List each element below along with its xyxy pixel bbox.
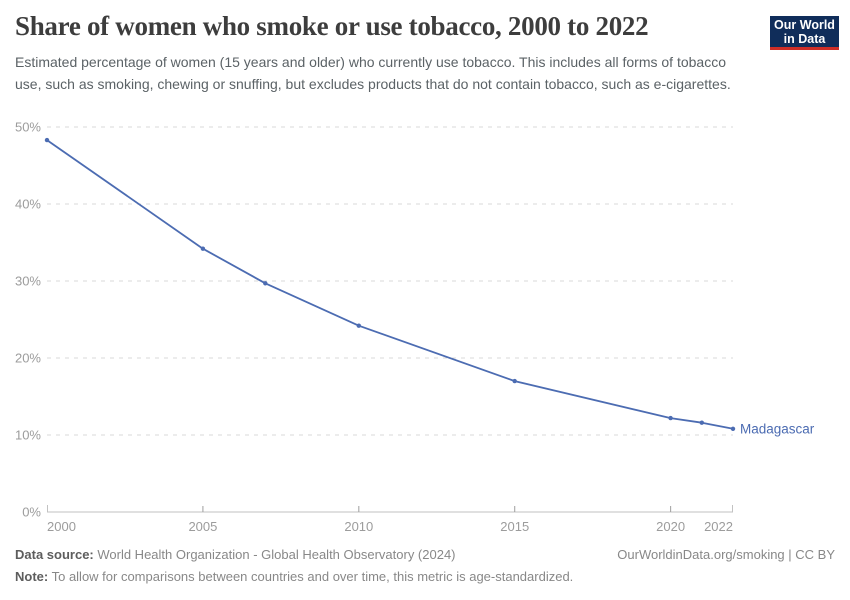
line-chart: 0% 10% 20% 30% 40% 50% 2000 2005 2010 2015 2020 202… bbox=[15, 120, 815, 535]
data-point bbox=[200, 246, 206, 251]
page-title: Share of women who smoke or use tobacco,… bbox=[15, 11, 649, 41]
data-point bbox=[263, 281, 268, 286]
chart-footer: Data source: World Health Organization -… bbox=[15, 547, 835, 585]
data-point bbox=[512, 378, 517, 384]
data-point bbox=[730, 426, 736, 431]
data-point bbox=[699, 420, 704, 425]
chart-subtitle: Estimated percentage of women (15 years … bbox=[15, 54, 731, 92]
series-line-madagascar bbox=[46, 139, 734, 430]
data-source-text: Data source: World Health Organization -… bbox=[15, 547, 456, 563]
x-axis-label: 2000 bbox=[47, 519, 76, 534]
footer-note: Note: To allow for comparisons between c… bbox=[15, 569, 835, 585]
x-axis-label: 2005 bbox=[188, 519, 217, 534]
y-axis-label: 50% bbox=[15, 120, 41, 135]
owid-logo-line1: Our World bbox=[774, 18, 835, 32]
x-axis-label: 2010 bbox=[344, 519, 373, 534]
owid-logo: Our World in Data bbox=[770, 16, 839, 50]
y-axis-label: 10% bbox=[15, 428, 41, 443]
note-label: Note: bbox=[15, 569, 49, 584]
y-axis-label: 30% bbox=[15, 274, 41, 289]
series-end-label: Madagascar bbox=[740, 421, 815, 436]
data-point bbox=[356, 323, 361, 328]
note-value: To allow for comparisons between countri… bbox=[48, 569, 574, 584]
y-axis-label: 20% bbox=[15, 351, 41, 366]
y-axis-label: 40% bbox=[15, 197, 41, 212]
data-source-label: Data source: bbox=[15, 547, 94, 562]
x-axis-label: 2022 bbox=[704, 519, 733, 534]
x-axis-label: 2015 bbox=[500, 519, 529, 534]
owid-url-text: OurWorldinData.org/smoking | CC BY bbox=[617, 547, 835, 562]
x-axis-label: 2020 bbox=[656, 519, 685, 534]
owid-logo-line2: in Data bbox=[783, 32, 826, 46]
data-point bbox=[44, 137, 50, 143]
data-source-value: World Health Organization - Global Healt… bbox=[93, 547, 456, 562]
data-point bbox=[668, 415, 673, 421]
y-axis-label: 0% bbox=[22, 505, 41, 520]
